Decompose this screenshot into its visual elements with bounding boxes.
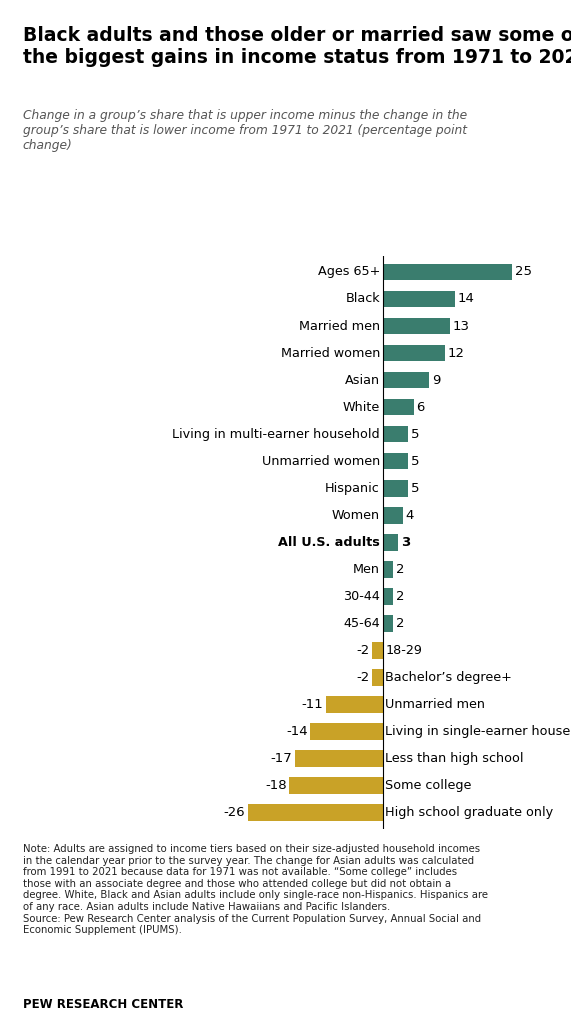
Text: White: White <box>343 401 380 413</box>
Bar <box>383 561 393 578</box>
Text: 2: 2 <box>396 563 404 576</box>
Text: Black: Black <box>345 293 380 306</box>
Text: 25: 25 <box>514 265 532 278</box>
Bar <box>383 291 455 307</box>
Text: Women: Women <box>332 508 380 522</box>
Text: 4: 4 <box>406 508 414 522</box>
Text: Married women: Married women <box>280 347 380 359</box>
Bar <box>295 750 383 767</box>
Text: 30-44: 30-44 <box>343 589 380 603</box>
Text: 2: 2 <box>396 617 404 630</box>
Bar <box>383 371 429 389</box>
Bar <box>310 723 383 740</box>
Text: -11: -11 <box>301 698 323 711</box>
Text: 45-64: 45-64 <box>343 617 380 630</box>
Text: 3: 3 <box>401 536 410 548</box>
Text: Change in a group’s share that is upper income minus the change in the
group’s s: Change in a group’s share that is upper … <box>23 109 467 152</box>
Text: Married men: Married men <box>299 319 380 332</box>
Bar <box>383 317 450 335</box>
Text: 6: 6 <box>416 401 425 413</box>
Text: Men: Men <box>353 563 380 576</box>
Bar <box>372 641 383 659</box>
Bar <box>383 534 398 550</box>
Bar <box>325 696 383 713</box>
Bar <box>383 506 403 524</box>
Text: Unmarried women: Unmarried women <box>262 454 380 468</box>
Text: 5: 5 <box>411 428 420 441</box>
Text: Hispanic: Hispanic <box>325 482 380 495</box>
Bar <box>383 264 512 280</box>
Text: Living in single-earner household: Living in single-earner household <box>385 725 571 738</box>
Bar <box>383 480 408 496</box>
Text: -2: -2 <box>356 643 369 657</box>
Text: -2: -2 <box>356 671 369 683</box>
Text: 2: 2 <box>396 589 404 603</box>
Bar <box>289 777 383 794</box>
Bar <box>383 399 413 415</box>
Bar <box>383 453 408 470</box>
Text: Note: Adults are assigned to income tiers based on their size-adjusted household: Note: Adults are assigned to income tier… <box>23 844 488 935</box>
Text: PEW RESEARCH CENTER: PEW RESEARCH CENTER <box>23 997 183 1011</box>
Bar <box>383 588 393 605</box>
Text: 5: 5 <box>411 482 420 495</box>
Text: Bachelor’s degree+: Bachelor’s degree+ <box>385 671 512 683</box>
Bar <box>383 345 445 361</box>
Text: -17: -17 <box>270 752 292 765</box>
Text: 14: 14 <box>457 293 475 306</box>
Text: 18-29: 18-29 <box>385 643 422 657</box>
Text: 12: 12 <box>447 347 464 359</box>
Text: -26: -26 <box>224 806 246 819</box>
Bar <box>383 426 408 443</box>
Text: Less than high school: Less than high school <box>385 752 524 765</box>
Text: 13: 13 <box>452 319 469 332</box>
Text: Unmarried men: Unmarried men <box>385 698 485 711</box>
Text: Some college: Some college <box>385 779 472 792</box>
Text: All U.S. adults: All U.S. adults <box>278 536 380 548</box>
Text: 5: 5 <box>411 454 420 468</box>
Text: Asian: Asian <box>345 373 380 387</box>
Text: Ages 65+: Ages 65+ <box>317 265 380 278</box>
Text: 9: 9 <box>432 373 440 387</box>
Text: Black adults and those older or married saw some of
the biggest gains in income : Black adults and those older or married … <box>23 26 571 66</box>
Bar <box>372 669 383 685</box>
Bar <box>248 804 383 820</box>
Text: High school graduate only: High school graduate only <box>385 806 553 819</box>
Text: Living in multi-earner household: Living in multi-earner household <box>172 428 380 441</box>
Text: -18: -18 <box>265 779 287 792</box>
Bar <box>383 615 393 631</box>
Text: -14: -14 <box>286 725 308 738</box>
